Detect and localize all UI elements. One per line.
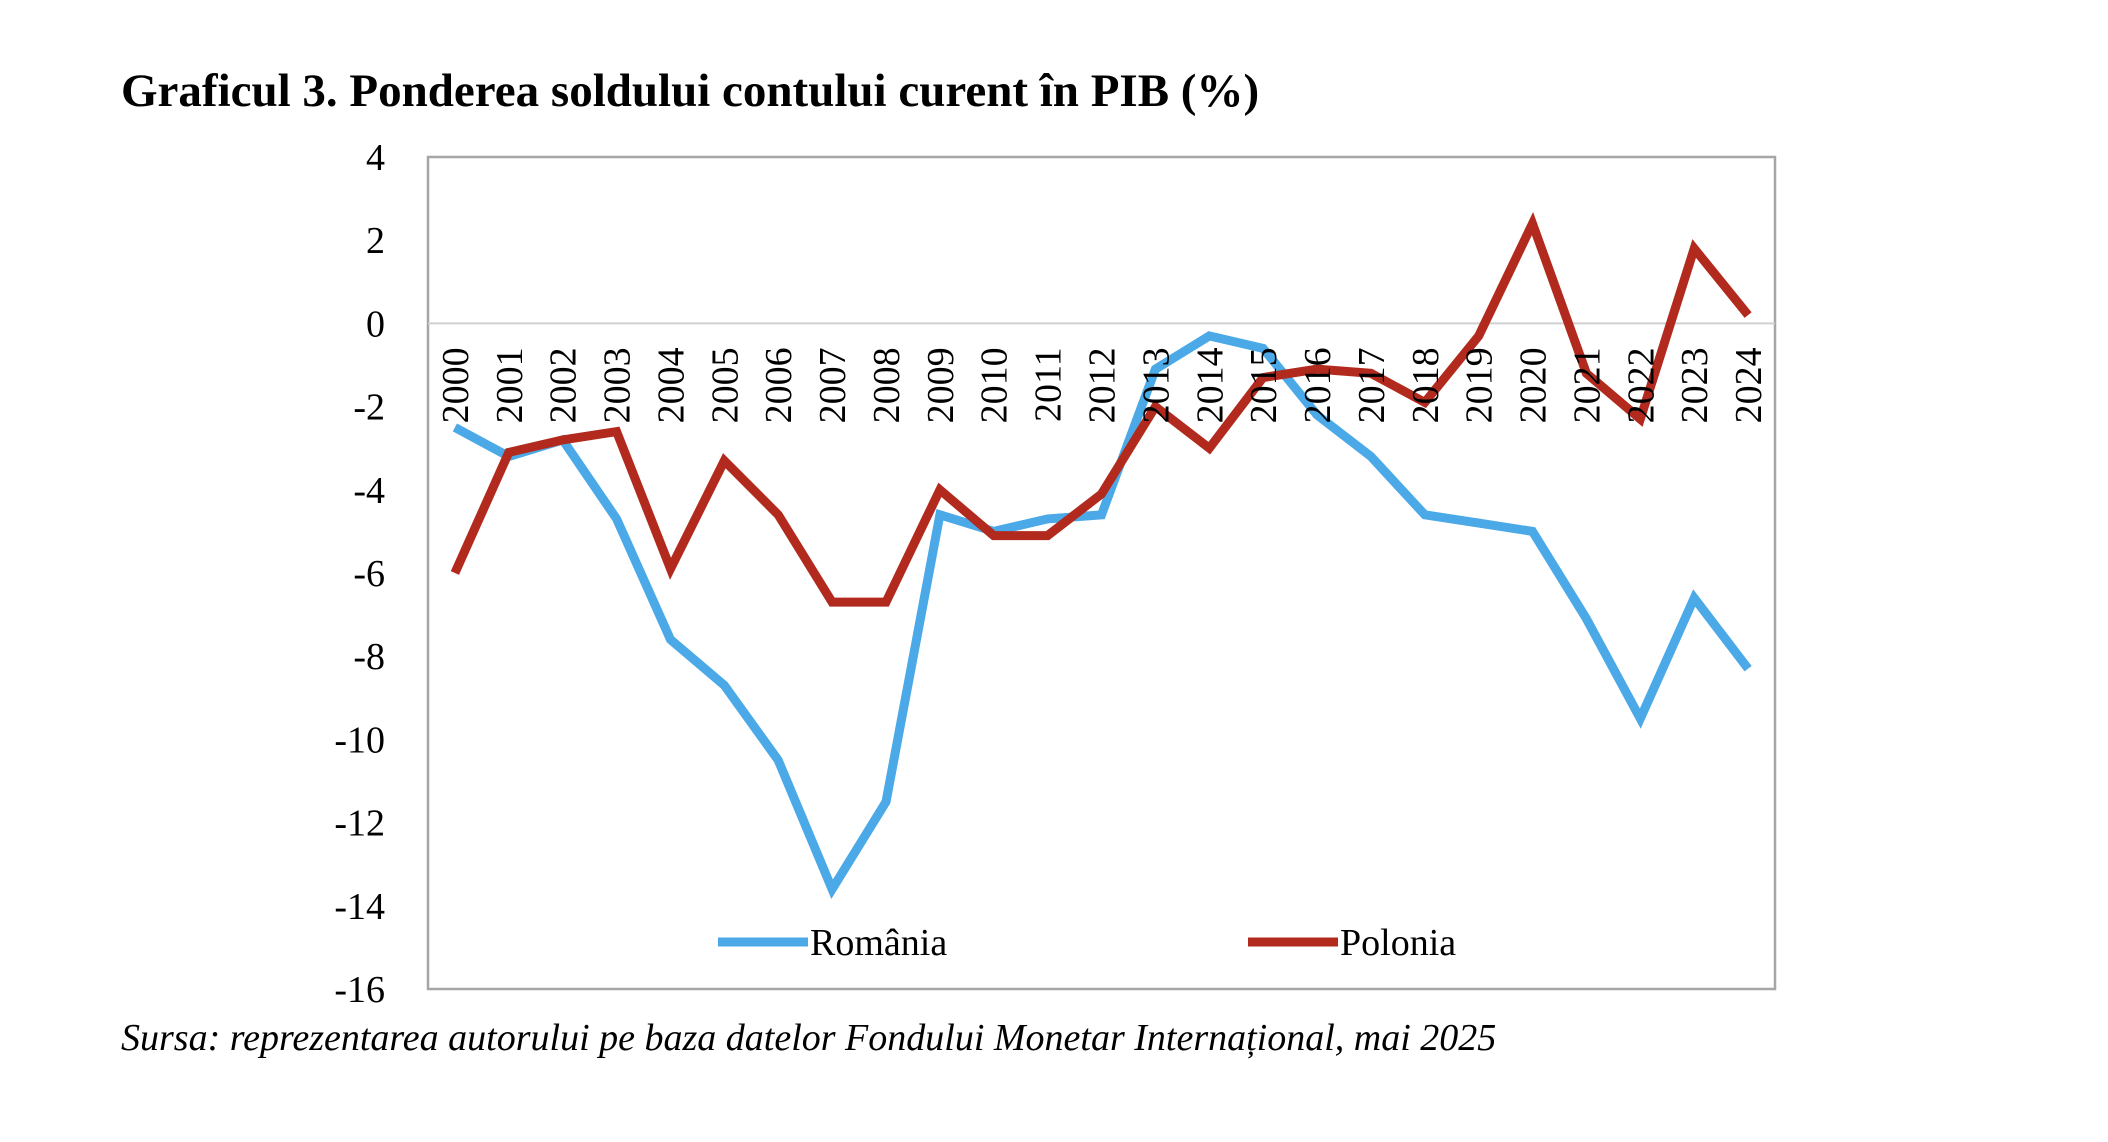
data-point <box>724 685 725 686</box>
data-point <box>939 514 940 515</box>
data-point <box>562 439 563 440</box>
series-lines <box>450 211 1752 900</box>
legend-label: Polonia <box>1340 922 1456 964</box>
x-tick-label: 2007 <box>812 347 854 423</box>
y-tick-label: -6 <box>353 553 385 595</box>
data-point <box>939 489 940 490</box>
data-point <box>1640 718 1641 719</box>
x-tick-label: 2015 <box>1243 347 1285 423</box>
data-point <box>1101 514 1102 515</box>
data-point <box>616 518 617 519</box>
y-axis-tick-labels: 4 2 0 -2 -4 -6 -8 -10 -12 -14 -16 <box>334 137 385 1011</box>
data-point <box>454 573 455 574</box>
x-tick-label: 2016 <box>1297 347 1339 423</box>
data-point <box>1478 523 1479 524</box>
data-point <box>1694 597 1695 598</box>
series-line-2 <box>450 211 1752 607</box>
data-point <box>778 760 779 761</box>
data-point <box>1532 223 1533 224</box>
legend-label: România <box>810 922 947 964</box>
x-tick-label: 2022 <box>1620 347 1662 423</box>
x-tick-label: 2009 <box>920 347 962 423</box>
data-point <box>778 514 779 515</box>
data-point <box>1532 531 1533 532</box>
chart-title: Graficul 3. Ponderea soldului contului c… <box>121 65 1260 117</box>
data-point <box>885 602 886 603</box>
x-tick-label: 2024 <box>1728 347 1770 423</box>
x-tick-label: 2020 <box>1513 347 1555 423</box>
x-tick-label: 2013 <box>1135 347 1177 423</box>
y-tick-label: 2 <box>366 220 385 262</box>
source-note: Sursa: reprezentarea autorului pe baza d… <box>121 1017 1497 1059</box>
data-point <box>508 452 509 453</box>
data-point <box>1586 618 1587 619</box>
data-point <box>993 535 994 536</box>
data-point <box>454 427 455 428</box>
x-tick-label: 2011 <box>1028 347 1070 422</box>
data-point <box>1748 668 1749 669</box>
data-point <box>1370 456 1371 457</box>
x-tick-label: 2021 <box>1566 347 1608 423</box>
y-tick-label: -10 <box>334 719 385 761</box>
x-tick-label: 2008 <box>866 347 908 423</box>
x-tick-label: 2010 <box>974 347 1016 423</box>
data-point <box>1047 518 1048 519</box>
data-point <box>1478 335 1479 336</box>
data-point <box>1748 315 1749 316</box>
x-tick-label: 2002 <box>543 347 585 423</box>
x-axis-tick-labels: 2000 2001 2002 2003 2004 2005 2006 2007 2008 2009… <box>435 347 1770 423</box>
data-point <box>832 602 833 603</box>
x-tick-label: 2018 <box>1405 347 1447 423</box>
plot-area-border <box>426 155 1777 991</box>
y-tick-label: -2 <box>353 387 385 429</box>
y-tick-label: -14 <box>334 886 385 928</box>
data-point <box>1101 493 1102 494</box>
data-point <box>724 460 725 461</box>
chart-axes <box>426 155 1777 991</box>
x-tick-label: 2019 <box>1459 347 1501 423</box>
data-point <box>1209 335 1210 336</box>
y-tick-label: -4 <box>353 470 385 512</box>
y-tick-label: -12 <box>334 803 385 845</box>
data-point <box>670 568 671 569</box>
data-point <box>1209 448 1210 449</box>
series-line-1 <box>452 331 1752 900</box>
x-tick-label: 2017 <box>1351 347 1393 423</box>
data-point <box>832 889 833 890</box>
x-tick-label: 2014 <box>1189 347 1231 423</box>
legend: România Polonia <box>718 922 1456 964</box>
x-tick-label: 2004 <box>650 347 692 423</box>
x-tick-label: 2006 <box>758 347 800 423</box>
x-tick-label: 2023 <box>1674 347 1716 423</box>
x-tick-label: 2000 <box>435 347 477 423</box>
data-point <box>670 639 671 640</box>
y-tick-label: 0 <box>366 303 385 345</box>
data-point <box>1424 514 1425 515</box>
x-tick-label: 2001 <box>489 347 531 423</box>
data-point <box>1047 535 1048 536</box>
x-tick-label: 2005 <box>704 347 746 423</box>
x-tick-label: 2012 <box>1082 347 1124 423</box>
data-point <box>616 431 617 432</box>
data-point <box>885 801 886 802</box>
data-point <box>1694 248 1695 249</box>
y-tick-label: 4 <box>366 137 385 179</box>
y-tick-label: -8 <box>353 636 385 678</box>
x-tick-label: 2003 <box>597 347 639 423</box>
y-tick-label: -16 <box>334 969 385 1011</box>
